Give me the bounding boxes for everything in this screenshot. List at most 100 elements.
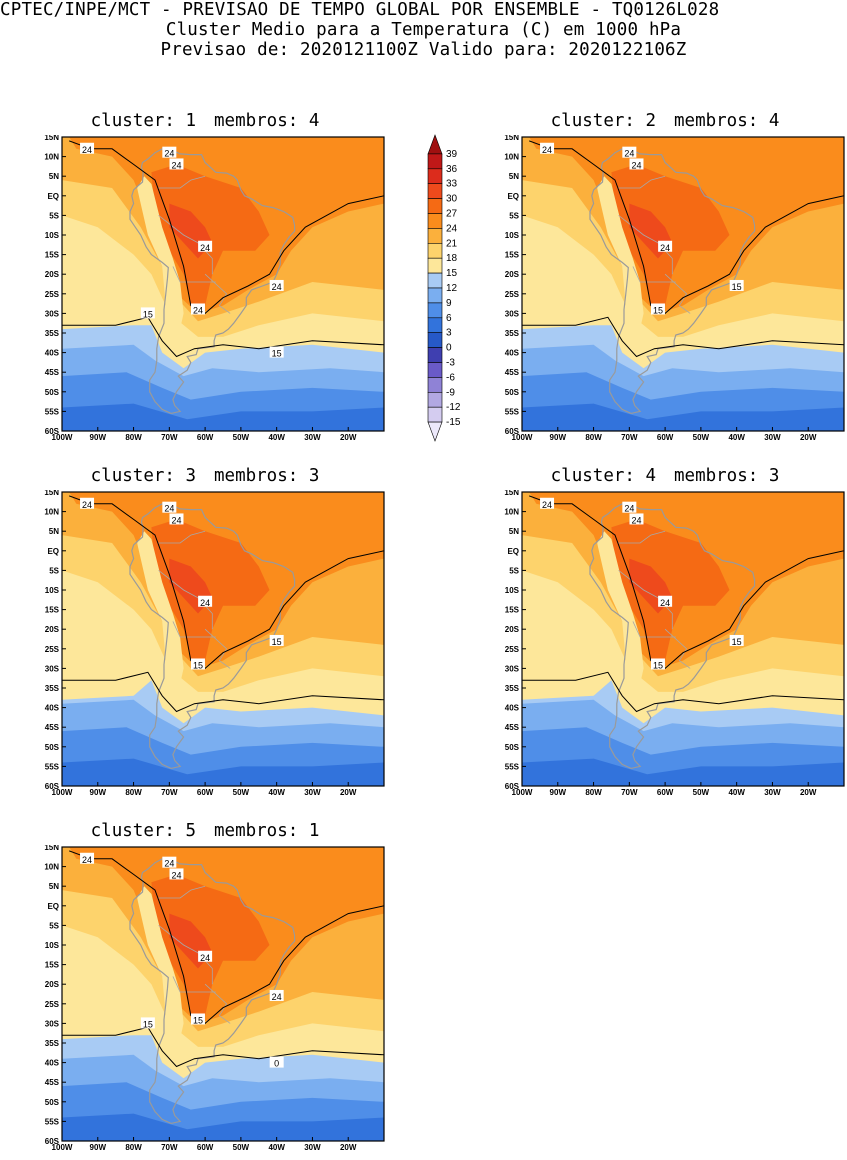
country-border	[158, 570, 213, 630]
latitude-label: 60S	[505, 427, 520, 436]
country-border	[204, 628, 231, 669]
country-border	[158, 885, 206, 899]
members-label: membros: 3	[674, 466, 780, 486]
country-border	[618, 570, 673, 630]
country-border	[172, 266, 216, 283]
longitude-label: 90W	[550, 433, 567, 442]
latitude-label: 60S	[45, 427, 60, 436]
contour-label-bg	[162, 146, 177, 158]
country-border	[172, 976, 216, 993]
latitude-label: 10N	[44, 863, 59, 872]
latitude-label: 30S	[505, 309, 520, 318]
colorbar-segment	[427, 198, 443, 214]
country-border	[158, 925, 213, 985]
contour-label: 24	[82, 855, 92, 865]
contour-label-bg	[198, 950, 213, 962]
contour-label: 24	[171, 160, 181, 170]
temperature-band	[137, 176, 184, 357]
longitude-label: 20W	[340, 788, 357, 797]
contour-label: 24	[660, 243, 670, 253]
map-frame	[521, 491, 845, 787]
contour-label: 15	[272, 637, 282, 647]
temperature-band	[151, 519, 270, 661]
contour-label: 24	[200, 243, 210, 253]
longitude-label: 90W	[90, 788, 107, 797]
colorbar-segment	[427, 287, 443, 304]
colorbar-segment	[427, 362, 443, 378]
temperature-band	[137, 531, 184, 712]
latitude-label: 40S	[45, 704, 60, 713]
latitude-label: 15N	[504, 135, 519, 142]
longitude-label: 40W	[268, 433, 285, 442]
colorbar-segment	[427, 347, 443, 363]
colorbar-label: 12	[446, 283, 458, 294]
colorbar-label: 27	[446, 209, 458, 220]
contour-label: 24	[624, 149, 634, 159]
longitude-label: 60W	[197, 433, 214, 442]
contour-label-bg	[162, 501, 177, 513]
contour-label-bg	[169, 868, 184, 880]
country-border	[664, 628, 691, 669]
longitude-label: 100W	[52, 788, 73, 797]
latitude-label: 45S	[505, 723, 520, 732]
contour-label-bg	[650, 303, 665, 315]
colorbar-segment	[427, 257, 443, 274]
latitude-label: 15N	[44, 490, 59, 497]
contour-label: 24	[660, 598, 670, 608]
contour-label: 24	[631, 515, 641, 525]
latitude-label: 50S	[505, 388, 520, 397]
colorbar-label: 9	[446, 298, 452, 309]
longitude-label: 20W	[340, 1143, 357, 1152]
latitude-label: 10S	[505, 231, 520, 240]
temperature-band	[62, 758, 384, 786]
latitude-label: 15S	[45, 961, 60, 970]
longitude-label: 60W	[657, 433, 674, 442]
latitude-label: 30S	[45, 664, 60, 673]
latitude-label: 35S	[45, 684, 60, 693]
colorbar-label: -6	[446, 372, 455, 383]
latitude-label: 45S	[45, 368, 60, 377]
latitude-label: 5N	[49, 527, 59, 536]
contour-label-bg	[729, 634, 744, 646]
colorbar-segment	[427, 421, 443, 442]
contour-label-bg	[80, 852, 95, 864]
latitude-label: 15S	[45, 606, 60, 615]
map-frame	[521, 136, 845, 432]
latitude-label: 15N	[44, 135, 59, 142]
longitude-label: 100W	[512, 788, 533, 797]
temperature-band	[151, 874, 270, 1016]
latitude-label: 55S	[45, 407, 60, 416]
latitude-label: 10N	[44, 153, 59, 162]
latitude-label: 25S	[45, 1000, 60, 1009]
colorbar-segment	[427, 332, 443, 348]
contour-label: 24	[631, 160, 641, 170]
longitude-label: 30W	[764, 433, 781, 442]
longitude-label: 90W	[550, 788, 567, 797]
contour-label: 24	[193, 305, 203, 315]
latitude-label: EQ	[47, 902, 59, 911]
contour-label: 24	[200, 598, 210, 608]
longitude-label: 100W	[52, 433, 73, 442]
contour-label-bg	[658, 595, 673, 607]
longitude-label: 30W	[764, 788, 781, 797]
colorbar-segment	[427, 213, 443, 229]
longitude-label: 30W	[304, 788, 321, 797]
map-panel-cluster-5: cluster: 5 membros: 1 24 24 24 24 24 15 15 0 15N 1…	[20, 821, 390, 1156]
latitude-label: 10S	[45, 941, 60, 950]
latitude-label: 50S	[45, 743, 60, 752]
contour-label: 24	[272, 992, 282, 1002]
temperature-band	[597, 531, 644, 712]
longitude-label: 60W	[197, 788, 214, 797]
longitude-label: 20W	[800, 433, 817, 442]
cluster-label: cluster: 2	[550, 111, 656, 131]
latitude-label: 10S	[45, 231, 60, 240]
header-line-2: Cluster Medio para a Temperatura (C) em …	[165, 20, 682, 40]
longitude-label: 40W	[728, 433, 745, 442]
temperature-map: 24 242424151515N10N5NEQ5S10S15S20S25S30S3…	[504, 488, 845, 797]
latitude-label: 50S	[45, 388, 60, 397]
temperature-map: 24 2424242424151515N10N5NEQ5S10S15S20S25S…	[44, 133, 385, 442]
contour-label-bg	[190, 1013, 205, 1025]
cluster-label: cluster: 4	[550, 466, 656, 486]
map-frame	[61, 491, 385, 787]
map-panel-cluster-2: cluster: 2 membros: 4 24 24 24 24 15 15 15N 10N 5…	[480, 111, 847, 446]
